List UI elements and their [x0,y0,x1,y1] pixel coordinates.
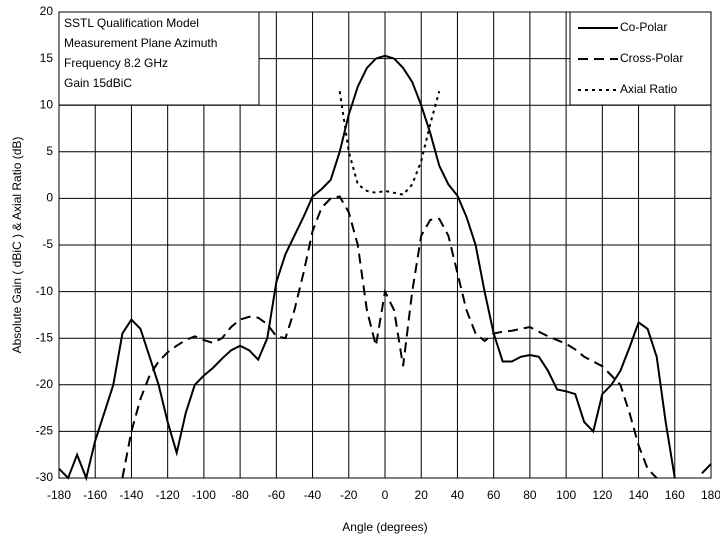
legend-label: Axial Ratio [620,82,678,96]
annotation-text: Measurement Plane Azimuth [64,36,217,50]
x-tick-label: -40 [304,488,322,502]
annotation-text: Gain 15dBiC [64,76,132,90]
series-line [121,195,658,479]
x-tick-label: 180 [701,488,720,502]
y-tick-label: -20 [36,377,54,391]
legend-label: Co-Polar [620,20,667,34]
annotation-box [58,11,260,106]
y-tick-label: -10 [36,284,54,298]
legend-label: Cross-Polar [620,51,683,65]
y-tick-label: 20 [40,4,54,18]
x-tick-label: 0 [382,488,389,502]
x-tick-label: -120 [156,488,180,502]
annotation-text: SSTL Qualification Model [64,16,199,30]
x-axis-label: Angle (degrees) [342,520,427,534]
x-tick-label: 120 [592,488,612,502]
x-tick-label: 60 [487,488,501,502]
x-tick-label: -100 [192,488,216,502]
y-tick-label: -5 [42,237,53,251]
y-tick-label: 15 [40,51,54,65]
y-tick-label: 10 [40,97,54,111]
y-axis-label: Absolute Gain ( dBiC ) & Axial Ratio (dB… [10,137,24,354]
y-tick-label: 5 [46,144,53,158]
x-tick-label: 40 [451,488,465,502]
x-tick-label: -80 [231,488,249,502]
x-tick-label: -160 [83,488,107,502]
x-tick-label: 160 [665,488,685,502]
x-tick-label: 140 [629,488,649,502]
y-tick-label: -25 [36,424,54,438]
x-tick-label: 20 [415,488,429,502]
y-tick-label: 0 [46,191,53,205]
series-line [58,54,712,482]
x-tick-label: -60 [268,488,286,502]
y-tick-label: -15 [36,330,54,344]
x-tick-label: -140 [119,488,143,502]
x-tick-label: 80 [523,488,537,502]
y-tick-label: -30 [36,470,54,484]
x-tick-label: -180 [47,488,71,502]
annotation-text: Frequency 8.2 GHz [64,56,168,70]
x-tick-label: -20 [340,488,358,502]
x-tick-label: 100 [556,488,576,502]
